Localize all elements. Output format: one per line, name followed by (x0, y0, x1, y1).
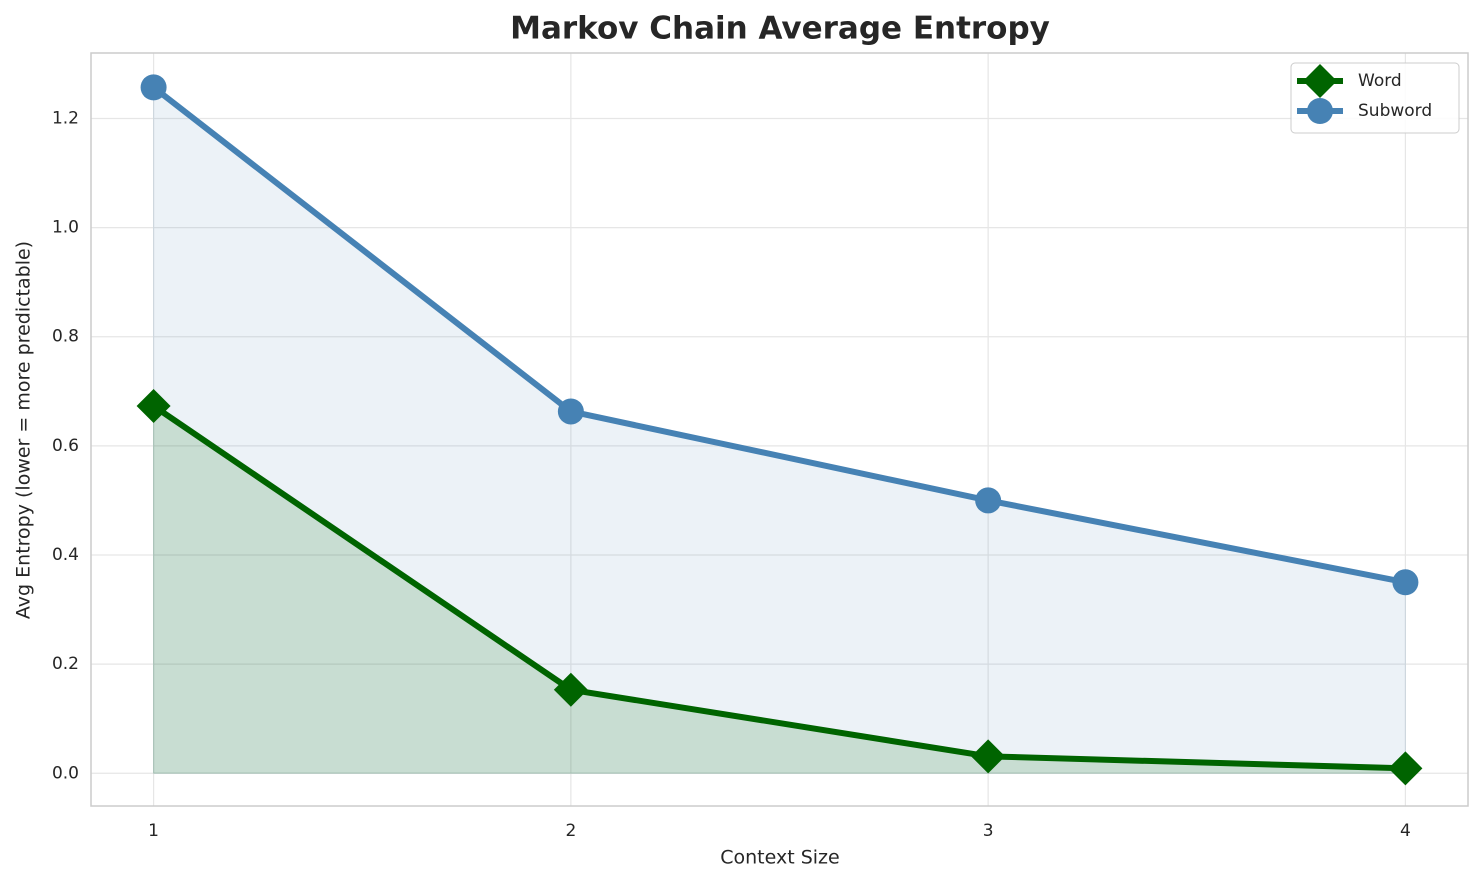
point (975, 487, 1002, 514)
legend-marker (1307, 98, 1333, 124)
y-tick-label: 0.2 (52, 654, 79, 674)
x-tick-label: 1 (148, 821, 159, 841)
point (1392, 569, 1419, 596)
point (136, 389, 171, 424)
y-axis-label: Avg Entropy (lower = more predictable) (13, 241, 35, 619)
y-tick-label: 0.0 (52, 763, 79, 783)
x-tick-label: 4 (1400, 821, 1411, 841)
x-axis-label: Context Size (720, 847, 839, 869)
point (140, 74, 167, 101)
y-tick-label: 1.0 (52, 218, 79, 238)
chart-title: Markov Chain Average Entropy (510, 11, 1050, 47)
x-tick-label: 2 (565, 821, 576, 841)
series-line (151, 403, 1406, 772)
legend: Word Subword (1290, 62, 1460, 134)
y-tick-label: 0.8 (52, 327, 79, 347)
point (553, 672, 588, 707)
y-tick-label: 1.2 (52, 108, 79, 128)
point (971, 739, 1006, 774)
x-tick-label: 3 (983, 821, 994, 841)
point (1388, 751, 1423, 786)
legend-label: Subword (1358, 101, 1432, 121)
legend-label: Word (1358, 71, 1402, 91)
y-tick-label: 0.6 (52, 436, 79, 456)
plot-frame (90, 52, 1469, 807)
y-tick-label: 0.4 (52, 545, 79, 565)
series-line (151, 85, 1406, 586)
legend-marker (1303, 64, 1337, 98)
point (557, 398, 584, 425)
